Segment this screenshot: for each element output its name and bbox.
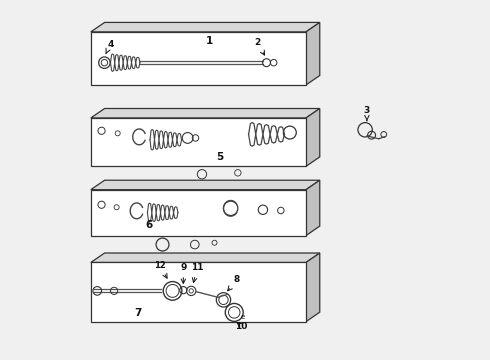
Polygon shape	[91, 262, 306, 321]
Polygon shape	[91, 253, 320, 262]
Text: 1: 1	[205, 36, 213, 46]
Text: 4: 4	[106, 40, 114, 54]
Polygon shape	[306, 180, 320, 235]
Text: e: e	[241, 314, 245, 320]
Polygon shape	[91, 190, 306, 235]
Text: 8: 8	[228, 275, 240, 291]
Text: 3: 3	[364, 106, 370, 121]
Polygon shape	[306, 253, 320, 321]
Polygon shape	[306, 22, 320, 85]
Polygon shape	[306, 108, 320, 166]
Text: 6: 6	[145, 220, 152, 230]
Polygon shape	[91, 180, 320, 190]
Polygon shape	[91, 108, 320, 118]
Text: 5: 5	[216, 152, 223, 162]
Text: 2: 2	[254, 39, 265, 55]
Polygon shape	[91, 118, 306, 166]
Polygon shape	[91, 32, 306, 85]
Text: 12: 12	[154, 261, 167, 278]
Text: 9: 9	[180, 263, 187, 283]
Text: 11: 11	[191, 263, 203, 283]
Text: 7: 7	[134, 309, 142, 318]
Polygon shape	[91, 22, 320, 32]
Text: 10: 10	[235, 321, 247, 330]
